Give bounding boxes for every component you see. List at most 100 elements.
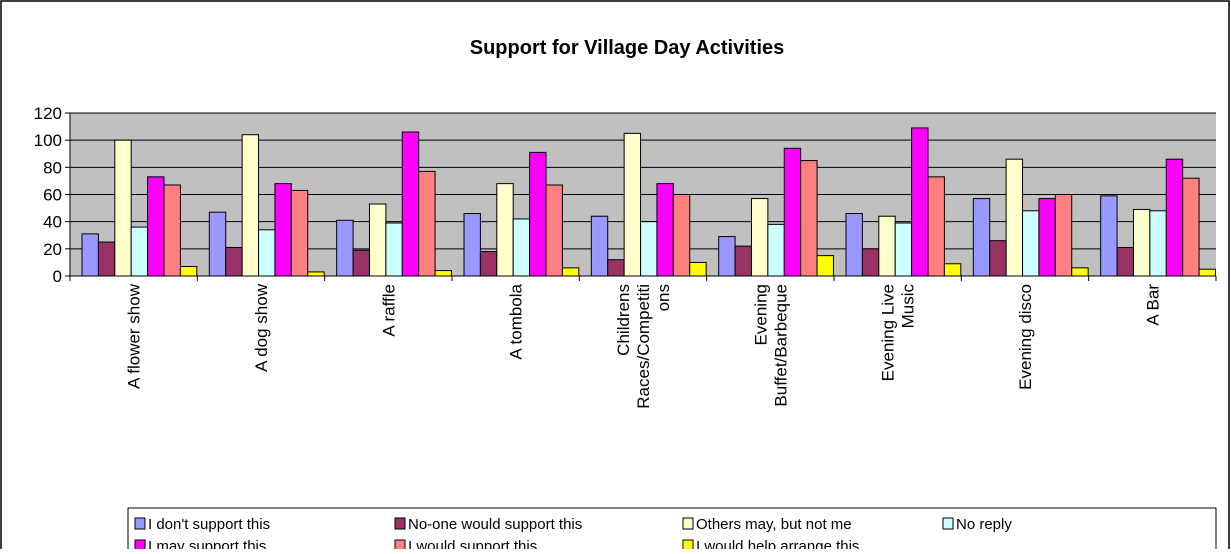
category-label-line: A raffle [379, 284, 398, 337]
y-tick-label: 60 [43, 186, 62, 205]
category-label-line: ons [654, 284, 673, 311]
bar [1182, 177, 1200, 277]
legend-label: No-one would support this [408, 516, 582, 533]
bar [241, 134, 260, 277]
bar [418, 170, 436, 277]
bar [672, 194, 691, 277]
category-label: Evening LiveMusic [879, 284, 918, 382]
bar [1038, 198, 1056, 277]
bar [816, 255, 834, 277]
category-label-line: Races/Competiti [634, 284, 653, 409]
legend-item: Others may, but not me [682, 516, 852, 533]
bar [623, 132, 642, 277]
category-label-line: Buffet/Barbeque [771, 284, 790, 407]
bar [97, 241, 116, 277]
bar [179, 265, 198, 277]
legend: I don't support this No-one would support… [127, 507, 1217, 554]
bar [1132, 208, 1151, 277]
legend-label: Others may, but not me [696, 516, 852, 533]
bar [1022, 210, 1040, 277]
legend-swatch [682, 539, 694, 552]
bar [208, 211, 227, 277]
plot-area: 0 20 40 60 80 100 120 A flower show A dog show A … [34, 104, 1217, 409]
legend-item: I would support this [394, 538, 537, 554]
chart-title: Support for Village Day Activities [470, 37, 785, 59]
legend-label: I may support this [148, 538, 266, 549]
y-tick-label: 80 [43, 158, 62, 177]
y-tick-label: 40 [43, 213, 62, 232]
bar [336, 219, 354, 277]
bar [496, 183, 514, 277]
bar [307, 271, 325, 277]
legend-item: I don't support this [134, 516, 270, 533]
bar [352, 249, 370, 277]
legend-label: I don't support this [148, 516, 270, 533]
y-tick-label: 0 [53, 267, 62, 286]
y-tick-label: 100 [34, 131, 62, 150]
category-label: Evening disco [1016, 284, 1035, 390]
bar [943, 263, 962, 277]
bar [1149, 210, 1167, 277]
bar [1005, 158, 1024, 277]
bar [434, 270, 452, 277]
bar [989, 240, 1007, 277]
bar [1054, 194, 1073, 277]
bar [911, 127, 929, 277]
bar [718, 236, 736, 277]
category-label-line: Evening Live [879, 284, 898, 381]
bar [1165, 158, 1184, 277]
legend-swatch [394, 539, 406, 552]
bar [783, 147, 802, 277]
legend-swatch [134, 539, 146, 552]
bar [767, 223, 785, 277]
category-label-line: Childrens [614, 284, 633, 356]
legend-box [127, 507, 1217, 554]
legend-swatch [134, 517, 146, 530]
bar [512, 218, 531, 277]
bar [463, 213, 481, 277]
bar [590, 215, 609, 277]
legend-label: I would support this [408, 538, 537, 549]
legend-swatch [942, 517, 954, 530]
bar [274, 183, 292, 277]
legend-item: No reply [942, 516, 1012, 533]
category-label-line: A dog show [252, 283, 271, 372]
category-label: A raffle [379, 284, 398, 337]
legend-swatch [394, 517, 406, 530]
y-tick-label: 20 [43, 240, 62, 259]
bar [1100, 195, 1118, 277]
bar [1198, 268, 1216, 277]
bar [845, 213, 863, 277]
bar [385, 222, 403, 277]
bar [529, 151, 547, 277]
category-label-line: A flower show [125, 283, 144, 389]
bar [479, 251, 498, 277]
legend-swatch [682, 517, 694, 530]
bar [640, 221, 658, 277]
y-tick-label: 120 [34, 104, 62, 123]
category-label: ChildrensRaces/Competitions [614, 284, 673, 409]
bar [130, 226, 149, 277]
bar [607, 259, 625, 277]
category-label: A dog show [252, 283, 271, 372]
bar [734, 245, 752, 277]
bar [861, 248, 880, 277]
bar [147, 176, 165, 277]
bar [750, 198, 769, 277]
category-label-line: Music [899, 284, 918, 329]
bar [225, 246, 243, 277]
category-label: EveningBuffet/Barbeque [751, 284, 790, 407]
bar [401, 131, 420, 277]
bar [689, 261, 707, 277]
category-label: A tombola [507, 283, 526, 359]
category-label-line: Evening disco [1016, 284, 1035, 390]
bar [972, 198, 991, 277]
bar [163, 184, 181, 277]
category-label-line: A Bar [1143, 284, 1162, 326]
bar [927, 176, 945, 277]
bar [258, 229, 276, 277]
bar [656, 183, 674, 277]
